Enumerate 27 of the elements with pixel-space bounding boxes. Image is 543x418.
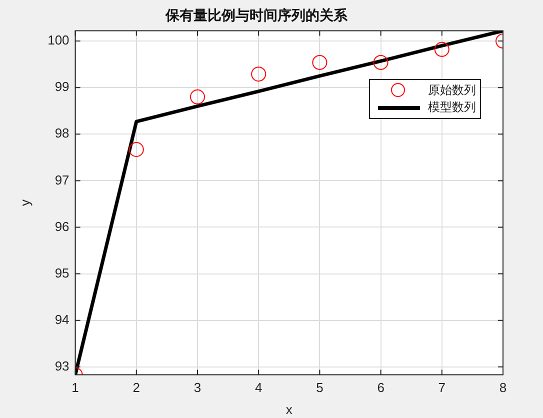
y-tick-label: 93	[54, 358, 70, 374]
chart-title: 保有量比例与时间序列的关系	[164, 7, 348, 24]
legend-label: 模型数列	[428, 98, 476, 116]
x-axis-title: x	[286, 402, 293, 417]
x-tick-label: 6	[377, 380, 384, 396]
y-tick-label: 94	[54, 312, 70, 327]
x-tick-label: 1	[72, 380, 79, 396]
x-tick-label: 2	[132, 380, 140, 396]
x-tick-label: 8	[499, 380, 507, 396]
point	[251, 66, 266, 82]
x-tick-label: 5	[316, 380, 324, 396]
y-axis-title: y	[17, 199, 32, 206]
point	[312, 54, 328, 70]
point	[434, 42, 450, 57]
point	[128, 142, 144, 157]
x-tick-label: 7	[438, 380, 446, 396]
y-tick-label: 99	[54, 79, 70, 94]
x-tick-label: 3	[194, 380, 202, 396]
y-tick-label: 97	[54, 172, 70, 188]
legend-label: 原始数列	[428, 82, 476, 99]
point	[373, 54, 388, 70]
y-tick-label: 98	[54, 126, 70, 141]
y-tick-label: 100	[48, 32, 70, 48]
point	[190, 89, 205, 104]
y-tick-label: 96	[54, 218, 70, 234]
y-tick-label: 95	[54, 265, 70, 280]
x-tick-label: 4	[254, 380, 262, 396]
